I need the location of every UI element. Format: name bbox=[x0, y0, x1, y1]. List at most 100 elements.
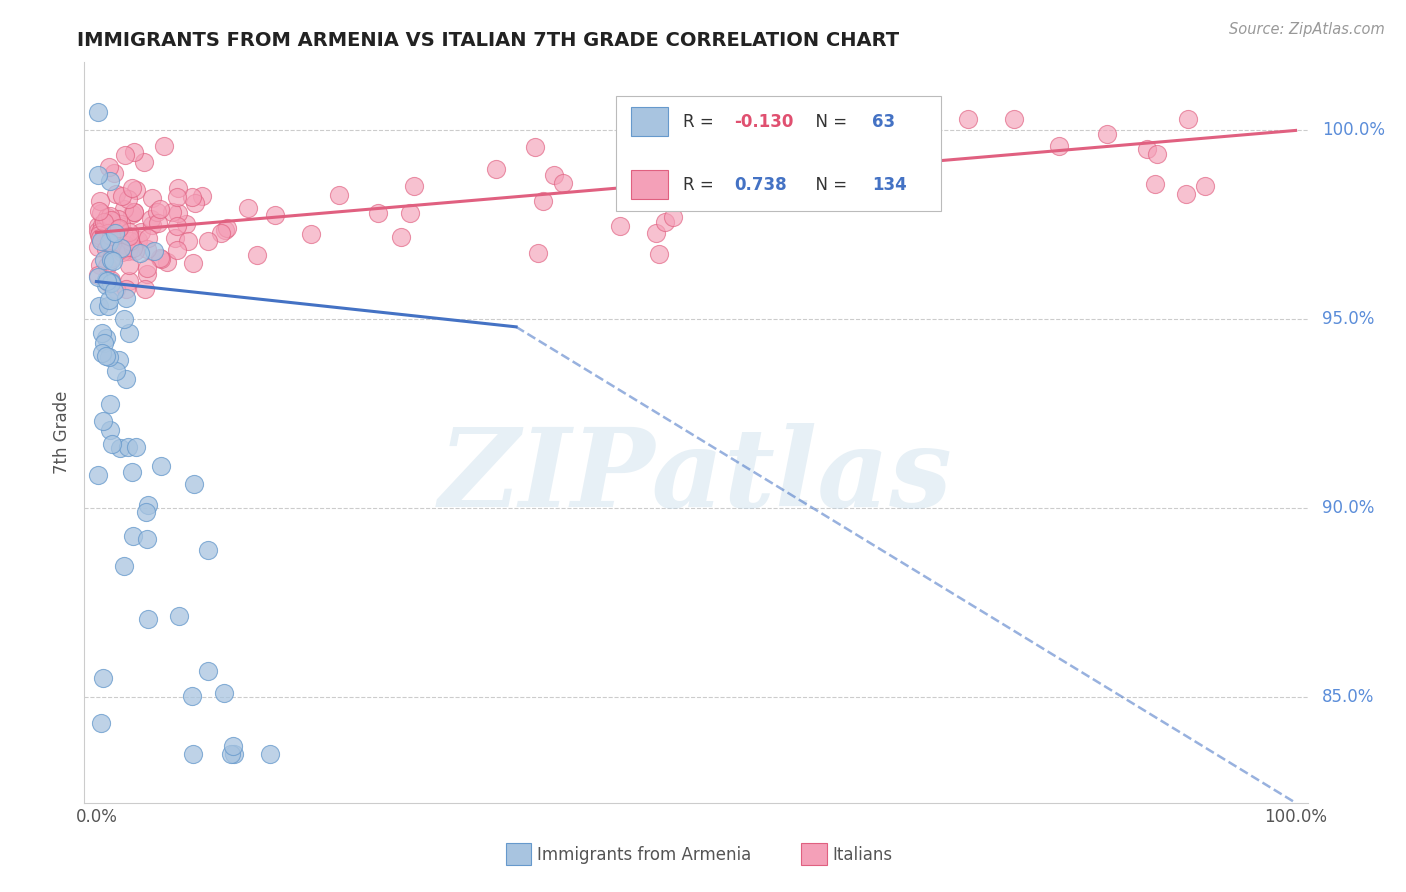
Point bbox=[1144, 177, 1167, 191]
Point bbox=[551, 177, 574, 191]
Text: 0.738: 0.738 bbox=[734, 176, 786, 194]
Point bbox=[90, 326, 112, 340]
Y-axis label: 7th Grade: 7th Grade bbox=[53, 391, 72, 475]
Point bbox=[114, 147, 136, 161]
Point bbox=[648, 246, 671, 260]
Point bbox=[190, 188, 212, 202]
Point bbox=[685, 161, 707, 176]
Point bbox=[132, 155, 155, 169]
Point bbox=[181, 190, 204, 204]
Point bbox=[779, 169, 801, 184]
Point bbox=[149, 252, 172, 266]
Point bbox=[183, 477, 205, 491]
Text: IMMIGRANTS FROM ARMENIA VS ITALIAN 7TH GRADE CORRELATION CHART: IMMIGRANTS FROM ARMENIA VS ITALIAN 7TH G… bbox=[77, 31, 900, 50]
Point bbox=[114, 202, 136, 217]
Point bbox=[89, 300, 111, 314]
Point bbox=[90, 716, 112, 731]
Point bbox=[87, 240, 110, 254]
Point bbox=[224, 747, 246, 761]
Point bbox=[110, 441, 132, 455]
Point bbox=[136, 612, 159, 626]
Point bbox=[111, 188, 134, 202]
Point bbox=[654, 215, 676, 229]
Point bbox=[91, 671, 114, 685]
Point bbox=[96, 259, 118, 273]
Point bbox=[105, 187, 128, 202]
Point bbox=[124, 244, 146, 259]
Point bbox=[96, 331, 118, 345]
Point bbox=[93, 215, 115, 229]
Bar bbox=[631, 107, 668, 136]
Point bbox=[153, 139, 176, 153]
Point bbox=[100, 253, 122, 268]
Point bbox=[136, 498, 159, 512]
Point bbox=[110, 217, 132, 231]
Point bbox=[644, 226, 666, 240]
Point bbox=[96, 274, 118, 288]
Point bbox=[87, 227, 110, 242]
Point bbox=[100, 213, 122, 227]
Point bbox=[212, 686, 235, 700]
Point bbox=[197, 542, 219, 557]
Point bbox=[91, 414, 114, 428]
Point bbox=[146, 215, 169, 229]
Point bbox=[141, 191, 163, 205]
Point bbox=[87, 467, 110, 482]
Point bbox=[166, 206, 188, 220]
Point bbox=[404, 178, 426, 193]
Point bbox=[221, 739, 243, 754]
Point bbox=[1146, 147, 1168, 161]
Point bbox=[197, 665, 219, 679]
Text: N =: N = bbox=[804, 176, 852, 194]
Text: Italians: Italians bbox=[832, 846, 893, 863]
Point bbox=[122, 145, 145, 160]
Text: Source: ZipAtlas.com: Source: ZipAtlas.com bbox=[1229, 22, 1385, 37]
Point bbox=[117, 440, 139, 454]
Point bbox=[118, 275, 141, 289]
Point bbox=[114, 372, 136, 386]
Point bbox=[96, 210, 118, 224]
Point bbox=[531, 194, 554, 208]
Point bbox=[97, 299, 120, 313]
Point bbox=[209, 227, 232, 241]
Point bbox=[1174, 187, 1197, 202]
Point bbox=[135, 261, 157, 276]
Point bbox=[87, 224, 110, 238]
Point bbox=[118, 225, 141, 239]
Point bbox=[399, 206, 422, 220]
Point bbox=[897, 158, 920, 172]
Point bbox=[117, 244, 139, 258]
Text: R =: R = bbox=[682, 112, 718, 130]
Point bbox=[135, 267, 157, 281]
Point bbox=[97, 276, 120, 290]
Point bbox=[100, 277, 122, 291]
Point bbox=[160, 205, 183, 219]
Point bbox=[117, 192, 139, 206]
Point bbox=[129, 225, 152, 239]
Point bbox=[107, 221, 129, 235]
Point bbox=[1047, 139, 1070, 153]
Point bbox=[98, 237, 121, 252]
Point bbox=[100, 273, 122, 287]
Point bbox=[98, 293, 121, 307]
Point bbox=[259, 747, 281, 761]
Point bbox=[772, 130, 794, 145]
Text: -0.130: -0.130 bbox=[734, 112, 793, 130]
Point bbox=[100, 275, 122, 289]
Point bbox=[166, 190, 188, 204]
Point bbox=[177, 234, 200, 248]
Point bbox=[107, 221, 129, 235]
Point bbox=[143, 244, 166, 259]
Point bbox=[101, 437, 124, 451]
Point bbox=[97, 350, 120, 364]
Point bbox=[150, 252, 173, 266]
Point bbox=[86, 219, 108, 234]
Text: 95.0%: 95.0% bbox=[1322, 310, 1375, 328]
Point bbox=[485, 161, 508, 176]
Text: 134: 134 bbox=[872, 176, 907, 194]
Point bbox=[853, 188, 876, 202]
Point bbox=[96, 242, 118, 256]
Point bbox=[118, 258, 141, 272]
Point bbox=[121, 465, 143, 479]
Point bbox=[150, 458, 173, 473]
